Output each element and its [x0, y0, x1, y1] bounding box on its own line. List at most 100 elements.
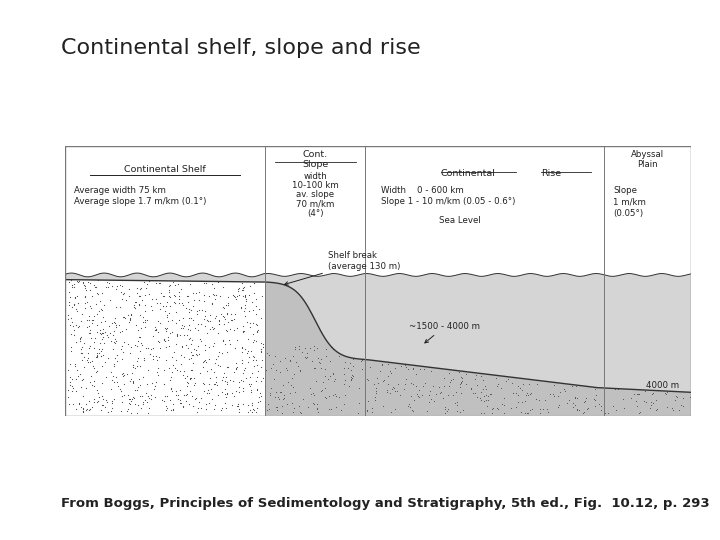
Point	[63, 400, 75, 408]
Point	[143, 289, 155, 298]
Point	[275, 388, 287, 397]
Point	[631, 402, 643, 410]
Point	[240, 295, 251, 304]
Point	[646, 390, 657, 399]
Point	[451, 388, 462, 396]
Point	[580, 394, 592, 402]
Point	[630, 396, 642, 405]
Point	[220, 393, 232, 401]
Point	[460, 380, 472, 388]
Point	[241, 318, 253, 326]
Point	[210, 373, 222, 381]
Point	[80, 286, 91, 294]
Point	[607, 402, 618, 410]
Point	[153, 337, 165, 346]
Point	[64, 377, 76, 386]
Point	[134, 362, 145, 370]
Point	[443, 405, 454, 414]
Point	[81, 356, 92, 364]
Point	[62, 393, 73, 401]
Point	[143, 394, 155, 403]
Point	[311, 400, 323, 409]
Point	[81, 298, 92, 307]
Point	[333, 352, 345, 360]
Point	[140, 315, 151, 324]
Point	[247, 356, 258, 364]
Point	[89, 377, 100, 386]
Point	[381, 388, 392, 397]
Point	[209, 359, 220, 368]
Point	[89, 338, 100, 347]
Point	[72, 278, 84, 286]
Point	[265, 364, 276, 373]
Point	[64, 320, 76, 329]
Point	[93, 396, 104, 405]
Point	[490, 374, 502, 382]
Point	[219, 339, 230, 348]
Point	[444, 378, 456, 387]
Point	[93, 348, 104, 357]
Point	[632, 389, 644, 398]
Point	[123, 318, 135, 326]
Point	[156, 288, 167, 297]
Point	[143, 276, 155, 285]
Point	[170, 355, 181, 364]
Point	[145, 345, 156, 354]
Point	[158, 292, 169, 300]
Point	[84, 397, 95, 406]
Point	[264, 404, 275, 413]
Point	[593, 400, 605, 409]
Point	[203, 355, 215, 363]
Point	[246, 399, 258, 407]
Point	[79, 304, 91, 313]
Point	[102, 278, 113, 286]
Point	[131, 288, 143, 297]
Point	[210, 294, 221, 303]
Point	[386, 385, 397, 394]
Point	[423, 390, 434, 399]
Point	[265, 384, 276, 393]
Point	[282, 400, 293, 409]
Point	[99, 403, 111, 411]
Point	[79, 293, 91, 301]
Point	[382, 386, 393, 394]
Text: Slope: Slope	[302, 160, 328, 169]
Point	[246, 368, 257, 377]
Point	[78, 392, 89, 400]
Point	[84, 326, 96, 334]
Point	[320, 352, 332, 361]
Point	[628, 390, 639, 399]
Point	[99, 328, 111, 337]
Point	[523, 380, 535, 388]
Point	[384, 388, 395, 397]
Point	[276, 408, 287, 417]
Point	[271, 388, 282, 396]
Point	[70, 405, 81, 414]
Point	[65, 329, 76, 338]
Point	[140, 343, 151, 352]
Point	[328, 369, 339, 378]
Point	[209, 401, 220, 410]
Point	[361, 406, 373, 415]
Point	[199, 311, 211, 320]
Point	[319, 372, 330, 381]
Point	[405, 392, 417, 401]
Text: (4°): (4°)	[307, 209, 323, 218]
Point	[134, 311, 145, 320]
Point	[119, 370, 130, 379]
Point	[221, 348, 233, 356]
Point	[169, 292, 181, 300]
Point	[273, 392, 284, 401]
Text: Shelf break
(average 130 m): Shelf break (average 130 m)	[284, 252, 400, 285]
Point	[178, 367, 189, 375]
Point	[369, 393, 380, 401]
Point	[544, 389, 556, 398]
Point	[172, 394, 184, 403]
Point	[78, 407, 89, 415]
Point	[516, 408, 527, 417]
Point	[180, 341, 192, 349]
Point	[325, 404, 337, 413]
Point	[201, 329, 212, 338]
Text: Continental: Continental	[441, 169, 495, 178]
Point	[264, 391, 275, 400]
